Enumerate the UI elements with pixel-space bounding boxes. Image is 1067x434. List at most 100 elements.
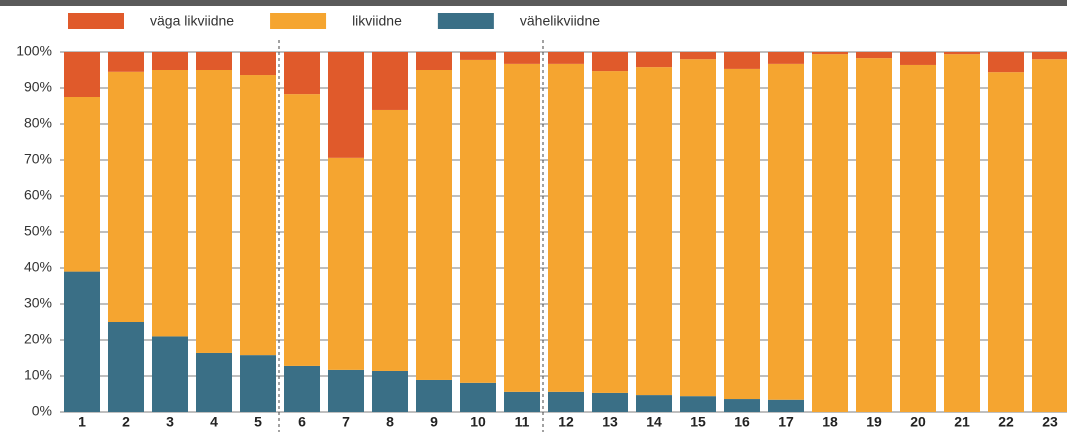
bar-segment [680,396,716,412]
bar-segment [724,52,760,69]
x-tick-label: 22 [998,414,1014,430]
x-tick-label: 19 [866,414,882,430]
bar-segment [240,52,276,76]
bar-segment [240,75,276,356]
bar-segment [548,52,584,64]
bar-segment [768,52,804,64]
bar-segment [944,54,980,412]
bar-segment [988,52,1024,73]
x-tick-label: 12 [558,414,574,430]
bar-segment [724,399,760,412]
x-tick-label: 8 [386,414,394,430]
legend-swatch [68,13,124,29]
bar-segment [856,58,892,413]
x-tick-label: 16 [734,414,750,430]
y-tick-label: 90% [24,79,52,95]
bar-segment [152,336,188,412]
x-tick-label: 2 [122,414,130,430]
bar-segment [64,52,100,97]
bar-segment [416,379,452,412]
bar-segment [108,52,144,72]
bar-segment [548,391,584,412]
x-tick-label: 4 [210,414,218,430]
bar-segment [284,94,320,366]
bar-segment [284,365,320,412]
x-tick-label: 17 [778,414,794,430]
legend-label: väga likviidne [150,13,234,29]
bar-segment [64,97,100,272]
legend-swatch [270,13,327,29]
x-tick-label: 13 [602,414,618,430]
bar-segment [328,157,364,370]
bar-segment [680,52,716,60]
x-tick-label: 18 [822,414,838,430]
bar-segment [196,352,232,412]
x-tick-label: 23 [1042,414,1058,430]
bar-segment [416,52,452,70]
bar-segment [680,59,716,397]
bar-segment [328,369,364,412]
bar-segment [636,52,672,68]
bar-segment [372,109,408,371]
x-tick-label: 3 [166,414,174,430]
x-tick-label: 11 [515,414,530,430]
x-tick-label: 5 [254,414,262,430]
y-tick-label: 10% [24,367,52,383]
bar-segment [460,52,496,60]
x-tick-label: 10 [470,414,486,430]
bar-segment [108,71,144,322]
bar-segment [152,70,188,337]
bar-segment [196,70,232,353]
bar-segment [856,52,892,59]
legend-label: likviidne [352,13,402,29]
bar-segment [900,52,936,65]
legend-label: vähelikviidne [520,13,600,29]
bar-segment [1032,59,1067,412]
bar-segment [548,63,584,392]
bar-segment [284,52,320,95]
bar-segment [592,392,628,412]
y-tick-label: 0% [32,403,52,419]
y-tick-label: 100% [16,43,52,59]
bar-segment [108,322,144,412]
y-tick-label: 20% [24,331,52,347]
bar-segment [724,68,760,400]
bar-segment [768,63,804,400]
bar-segment [460,382,496,412]
bar-segment [812,54,848,412]
bar-segment [196,52,232,70]
bar-segment [372,52,408,110]
x-tick-label: 15 [690,414,706,430]
y-tick-label: 40% [24,259,52,275]
x-tick-label: 1 [78,414,86,430]
y-tick-label: 60% [24,187,52,203]
bar-segment [1032,52,1067,60]
x-tick-label: 20 [910,414,926,430]
bar-segment [812,52,848,55]
bar-segment [152,52,188,70]
bar-segment [636,395,672,412]
x-tick-label: 9 [430,414,438,430]
bar-segment [636,67,672,396]
bar-segment [592,52,628,72]
bar-segment [460,59,496,383]
y-tick-label: 30% [24,295,52,311]
y-tick-label: 70% [24,151,52,167]
bar-segment [988,72,1024,412]
bar-segment [328,52,364,158]
top-band [0,0,1067,6]
x-tick-label: 21 [954,414,970,430]
bar-segment [240,355,276,412]
x-tick-label: 7 [342,414,350,430]
bar-segment [900,64,936,413]
x-tick-label: 6 [298,414,306,430]
bar-segment [416,70,452,380]
bar-segment [504,391,540,412]
legend-swatch [437,13,494,29]
bar-segment [372,370,408,412]
y-tick-label: 80% [24,115,52,131]
bar-segment [504,63,540,392]
bar-segment [64,271,100,412]
bar-segment [768,399,804,412]
y-tick-label: 50% [24,223,52,239]
